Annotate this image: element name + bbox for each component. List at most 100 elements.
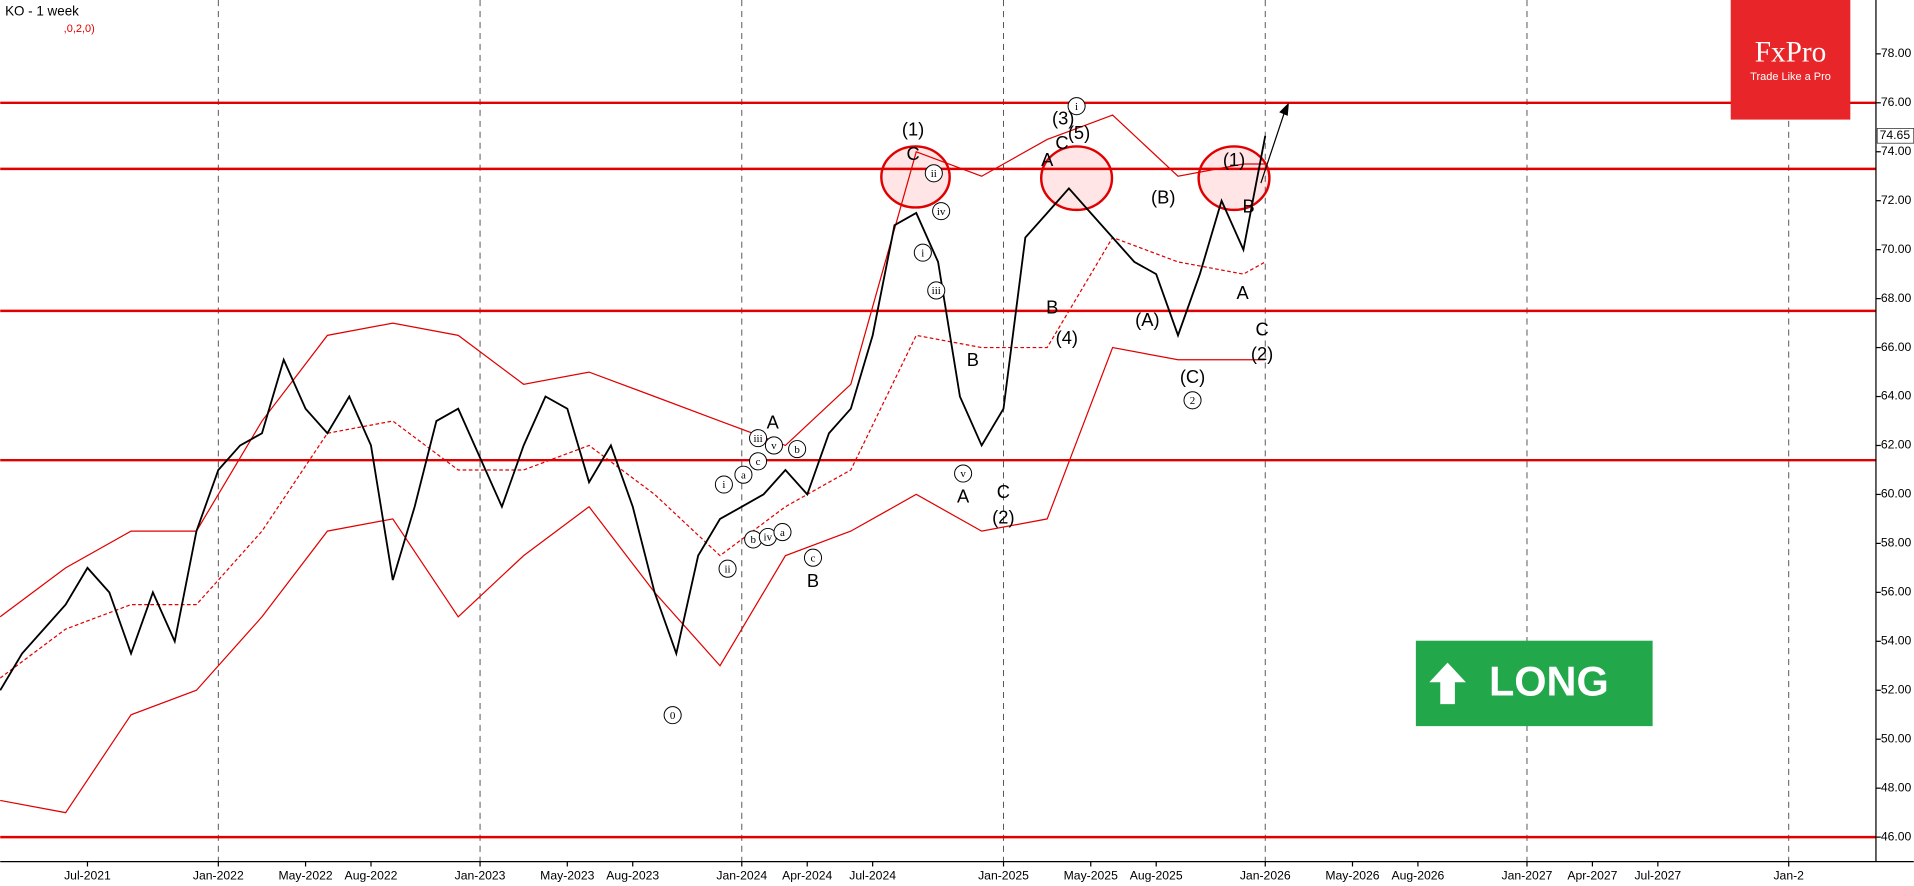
y-tick-label: 78.00	[1881, 46, 1912, 60]
y-tick-label: 46.00	[1881, 829, 1912, 843]
y-tick-label: 68.00	[1881, 291, 1912, 305]
wave-circle	[714, 475, 733, 494]
wave-circle	[1183, 391, 1202, 410]
chart-subtitle: ,0,2,0)	[64, 23, 95, 35]
logo-box	[1730, 0, 1851, 120]
x-tick-label: Jul-2021	[64, 868, 111, 882]
y-tick-label: 58.00	[1881, 536, 1912, 550]
x-tick-label: Jan-2	[1773, 868, 1804, 882]
wave-circle	[927, 281, 946, 300]
wave-label: ii	[725, 563, 731, 575]
band-line	[0, 114, 1266, 618]
wave-circle	[773, 523, 792, 542]
wave-circle	[954, 464, 973, 483]
wave-circle	[663, 706, 682, 725]
wave-label: (3)	[1052, 107, 1074, 128]
wave-label: (2)	[1251, 343, 1273, 364]
arrow-head	[1279, 102, 1289, 116]
y-tick-label: 52.00	[1881, 682, 1912, 696]
price-line	[0, 135, 1267, 691]
wave-label: i	[722, 479, 725, 491]
wave-circle	[932, 202, 951, 221]
wave-label: i	[921, 247, 924, 259]
y-tick-label: 66.00	[1881, 340, 1912, 354]
wave-label: iv	[937, 206, 946, 218]
chart-title: KO - 1 week	[5, 4, 79, 19]
wave-label: B	[807, 570, 819, 591]
wave-label: B	[967, 349, 979, 370]
wave-label: A	[767, 411, 780, 432]
y-tick-label: 56.00	[1881, 585, 1912, 599]
x-tick-label: Aug-2026	[1391, 868, 1444, 882]
wave-circle	[913, 243, 932, 262]
wave-label: a	[741, 469, 746, 481]
x-tick-label: May-2022	[278, 868, 332, 882]
wave-label: iii	[753, 433, 762, 445]
y-tick-label: 74.00	[1881, 144, 1912, 158]
wave-label: (C)	[1180, 366, 1205, 387]
wave-circle	[924, 164, 943, 183]
grid	[217, 0, 1790, 862]
wave-label: b	[794, 444, 800, 456]
wave-circle	[749, 452, 768, 471]
y-tick-label: 50.00	[1881, 731, 1912, 745]
y-tick-label: 60.00	[1881, 487, 1912, 501]
y-tick-label: 70.00	[1881, 242, 1912, 256]
wave-label: 2	[1190, 395, 1195, 407]
wave-label: (A)	[1135, 309, 1159, 330]
wave-label: a	[780, 527, 785, 539]
wave-label: 0	[670, 710, 676, 722]
x-tick-label: Apr-2027	[1567, 868, 1617, 882]
x-tick-label: Jan-2024	[716, 868, 767, 882]
logo-slogan: Trade Like a Pro	[1750, 71, 1831, 83]
x-tick-label: Jan-2022	[193, 868, 244, 882]
x-tick-label: Jul-2024	[849, 868, 896, 882]
wave-circle	[718, 559, 737, 578]
y-tick-label: 76.00	[1881, 95, 1912, 109]
wave-label: b	[750, 534, 756, 546]
last-price-label: 74.65	[1880, 128, 1911, 142]
wave-label: (5)	[1068, 122, 1090, 143]
wave-label: B	[1046, 297, 1058, 318]
x-tick-label: May-2023	[540, 868, 594, 882]
wave-label: iv	[764, 532, 773, 544]
signal-box	[1415, 640, 1653, 727]
x-tick-label: Jul-2027	[1634, 868, 1681, 882]
wave-label: C	[1055, 132, 1068, 153]
signal-text: LONG	[1489, 658, 1609, 705]
wave-label: (2)	[992, 506, 1014, 527]
wave-label: v	[771, 440, 777, 452]
x-tick-label: Aug-2025	[1130, 868, 1183, 882]
wave-label: B	[1243, 195, 1255, 216]
x-tick-label: Jan-2025	[978, 868, 1029, 882]
axis-labels: 46.00 48.00 50.00 52.00 54.00 56.00 58.00 60.00…	[64, 46, 1914, 882]
wave-circle	[1067, 97, 1086, 116]
logo-brand: FxPro	[1755, 37, 1827, 69]
wave-circle	[788, 440, 807, 459]
x-tick-label: Jan-2026	[1240, 868, 1291, 882]
wave-label: (B)	[1151, 187, 1175, 208]
wave-label: c	[811, 552, 816, 564]
x-tick-label: Apr-2024	[782, 868, 832, 882]
highlight-ellipse	[880, 145, 951, 209]
x-tick-label: Jan-2027	[1502, 868, 1553, 882]
wave-label: A	[957, 486, 970, 507]
x-tick-label: May-2026	[1325, 868, 1379, 882]
y-tick-label: 72.00	[1881, 193, 1912, 207]
wave-label: C	[1255, 319, 1268, 340]
band-line	[0, 236, 1266, 679]
highlight-ellipse	[1197, 145, 1271, 212]
x-tick-label: Aug-2023	[606, 868, 659, 882]
wave-label: c	[756, 456, 761, 468]
wave-circle	[749, 429, 768, 448]
wave-label: C	[906, 143, 919, 164]
y-tick-label: 54.00	[1881, 634, 1912, 648]
x-tick-label: May-2025	[1064, 868, 1118, 882]
wave-label: v	[960, 468, 966, 480]
wave-circle	[803, 548, 823, 567]
wave-label: C	[997, 481, 1010, 502]
